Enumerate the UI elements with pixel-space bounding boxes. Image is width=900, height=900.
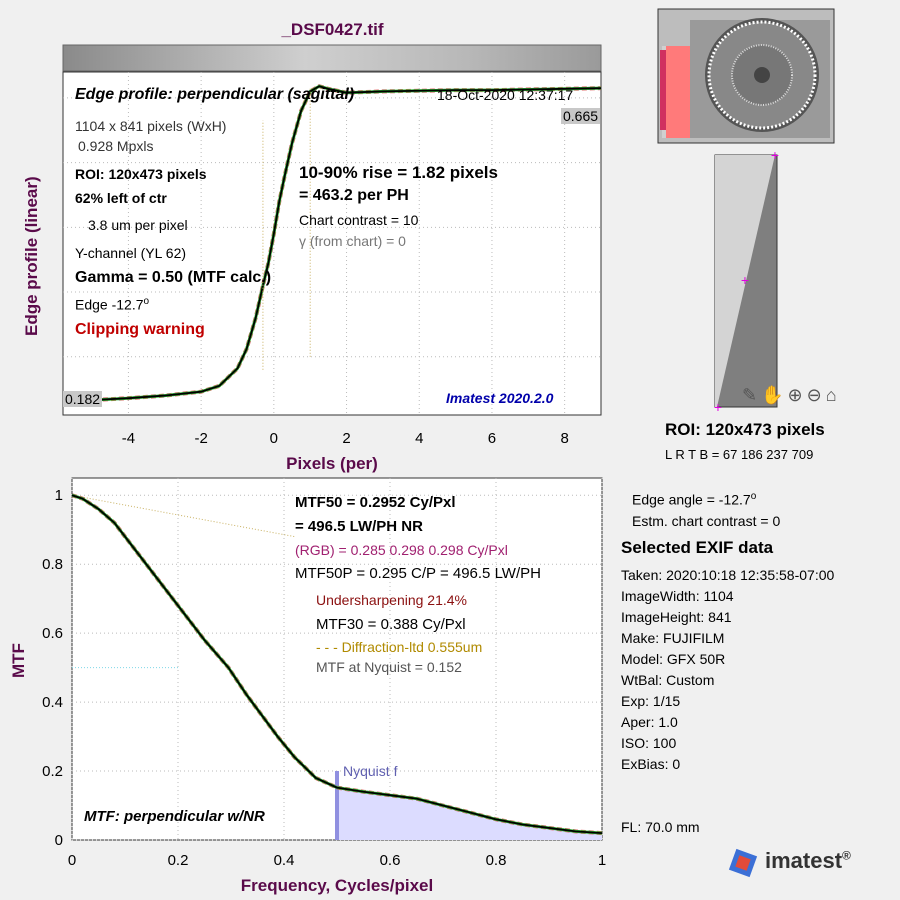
imatest-version: Imatest 2020.2.0 — [446, 390, 554, 406]
mtf-y-tick-label: 0 — [55, 832, 63, 849]
edge-tick-label: 4 — [415, 430, 423, 447]
chart-contrast-side: Estm. chart contrast = 0 — [632, 513, 781, 529]
exif-line: Model: GFX 50R — [621, 651, 726, 667]
exif-line: Exp: 1/15 — [621, 693, 681, 709]
exif-line: Aper: 1.0 — [621, 714, 678, 730]
edge-plot-area — [62, 71, 602, 416]
zoom-in-icon[interactable]: ⊕ — [787, 385, 803, 405]
edge-tick-label: -4 — [122, 430, 135, 447]
edge-tick-label: 2 — [342, 430, 350, 447]
exif-line: Taken: 2020:10:18 12:35:58-07:00 — [621, 567, 835, 583]
mtf-y-tick-label: 0.4 — [42, 694, 63, 711]
figure-toolbar: ✎ ✋ ⊕ ⊖ ⌂ — [742, 385, 841, 406]
edge-angle-side-value: Edge angle = -12.7 — [632, 491, 751, 508]
gradient-strip — [62, 44, 602, 72]
edge-angle-text: Edge -12.7o — [75, 296, 149, 313]
edge-plot-title: Edge profile: perpendicular (sagittal) — [75, 86, 355, 103]
file-title: _DSF0427.tif — [281, 20, 384, 39]
exif-list: Taken: 2020:10:18 12:35:58-07:00 ImageWi… — [621, 567, 834, 777]
chart-contrast-text: Chart contrast = 10 — [299, 212, 419, 228]
edge-gamma: Gamma = 0.50 (MTF calc.) — [75, 269, 272, 286]
mtf-x-tick-label: 0.8 — [486, 852, 507, 869]
mtf-panel-title: MTF: perpendicular w/NR — [84, 808, 265, 825]
mtf-y-tick-label: 0.8 — [42, 556, 63, 573]
mtf-x-tick-label: 0.4 — [274, 852, 295, 869]
imatest-logo-icon — [728, 848, 758, 878]
mtf-y-tick-label: 1 — [55, 487, 63, 504]
exif-fl: FL: 70.0 mm — [621, 819, 700, 835]
nyquist-mtf-text: MTF at Nyquist = 0.152 — [316, 659, 462, 675]
mtf-x-tick-label: 0.2 — [168, 852, 189, 869]
svg-text:+: + — [741, 272, 749, 288]
zoom-out-icon[interactable]: ⊖ — [806, 385, 822, 405]
edge-tick-label: -2 — [194, 430, 207, 447]
mtf-x-tick-label: 1 — [598, 852, 606, 869]
svg-text:+: + — [771, 147, 779, 163]
edge-tick-label: 6 — [488, 430, 496, 447]
diffraction-text: - - - Diffraction-ltd 0.555um — [316, 639, 483, 655]
exif-line: ISO: 100 — [621, 735, 677, 751]
exif-line: ImageWidth: 1104 — [621, 588, 734, 604]
exif-line: WtBal: Custom — [621, 672, 715, 688]
exif-line: Make: FUJIFILM — [621, 630, 725, 646]
edge-channel: Y-channel (YL 62) — [75, 245, 187, 261]
chart-thumbnail — [657, 8, 835, 144]
imatest-logo: imatest® — [765, 848, 851, 874]
roi-image: + + + — [714, 147, 779, 415]
mtf-y-tick-label: 0.6 — [42, 625, 63, 642]
exif-line: ExBias: 0 — [621, 756, 681, 772]
edge-angle-degree: o — [143, 296, 150, 307]
svg-text:+: + — [714, 399, 722, 415]
mtf50-text: MTF50 = 0.2952 Cy/Pxl — [295, 494, 456, 511]
logo-text: imatest — [765, 848, 843, 873]
home-icon[interactable]: ⌂ — [825, 385, 837, 405]
exif-line: ImageHeight: 841 — [621, 609, 732, 625]
mtf-x-tick-label: 0.6 — [380, 852, 401, 869]
edge-black-curve — [62, 85, 602, 402]
mtf30-text: MTF30 = 0.388 Cy/Pxl — [316, 616, 466, 633]
undersharpening-text: Undersharpening 21.4% — [316, 592, 467, 608]
mtf-xlabel: Frequency, Cycles/pixel — [240, 876, 434, 895]
mtf-y-tick-label: 0.2 — [42, 763, 63, 780]
edge-xlabel: Pixels (per) — [286, 454, 378, 473]
mtf50p-text: MTF50P = 0.295 C/P = 496.5 LW/PH — [295, 565, 541, 582]
edge-ylabel: Edge profile (linear) — [22, 176, 41, 336]
pan-hand-icon[interactable]: ✋ — [761, 385, 784, 405]
gamma-chart-text: γ (from chart) = 0 — [299, 233, 406, 249]
edge-left-of-ctr: 62% left of ctr — [75, 190, 167, 206]
mtf-ylabel: MTF — [9, 643, 28, 678]
edge-roi: ROI: 120x473 pixels — [75, 166, 207, 182]
edge-angle-side-degree: o — [750, 491, 757, 502]
edit-icon[interactable]: ✎ — [742, 385, 758, 405]
exif-title: Selected EXIF data — [621, 538, 774, 557]
roi-lrtb: L R T B = 67 186 237 709 — [665, 447, 814, 462]
lwph-text: = 496.5 LW/PH NR — [295, 518, 423, 535]
edge-tick-label: 0 — [270, 430, 278, 447]
edge-min-label: 0.182 — [63, 391, 103, 407]
rgb-text: (RGB) = 0.285 0.298 0.298 Cy/Pxl — [295, 542, 508, 558]
clipping-warning: Clipping warning — [75, 321, 205, 338]
edge-max-label: 0.665 — [561, 108, 601, 124]
rise-text: 10-90% rise = 1.82 pixels — [299, 163, 498, 182]
edge-tick-label: 8 — [560, 430, 568, 447]
edge-date: 18-Oct-2020 12:37:17 — [437, 87, 574, 103]
nyquist-label: Nyquist f — [343, 763, 398, 779]
edge-size: 1104 x 841 pixels (WxH) — [75, 118, 227, 134]
edge-angle-value: Edge -12.7 — [75, 296, 144, 313]
edge-um-per-pixel: 3.8 um per pixel — [88, 217, 188, 233]
edge-angle-side: Edge angle = -12.7o — [632, 491, 756, 508]
per-ph-text: = 463.2 per PH — [299, 187, 409, 204]
roi-title: ROI: 120x473 pixels — [665, 420, 825, 439]
edge-mpx: 0.928 Mpxls — [78, 138, 154, 154]
mtf-x-tick-label: 0 — [68, 852, 76, 869]
logo-mark: ® — [842, 848, 851, 863]
mtf-black-curve — [71, 494, 603, 835]
